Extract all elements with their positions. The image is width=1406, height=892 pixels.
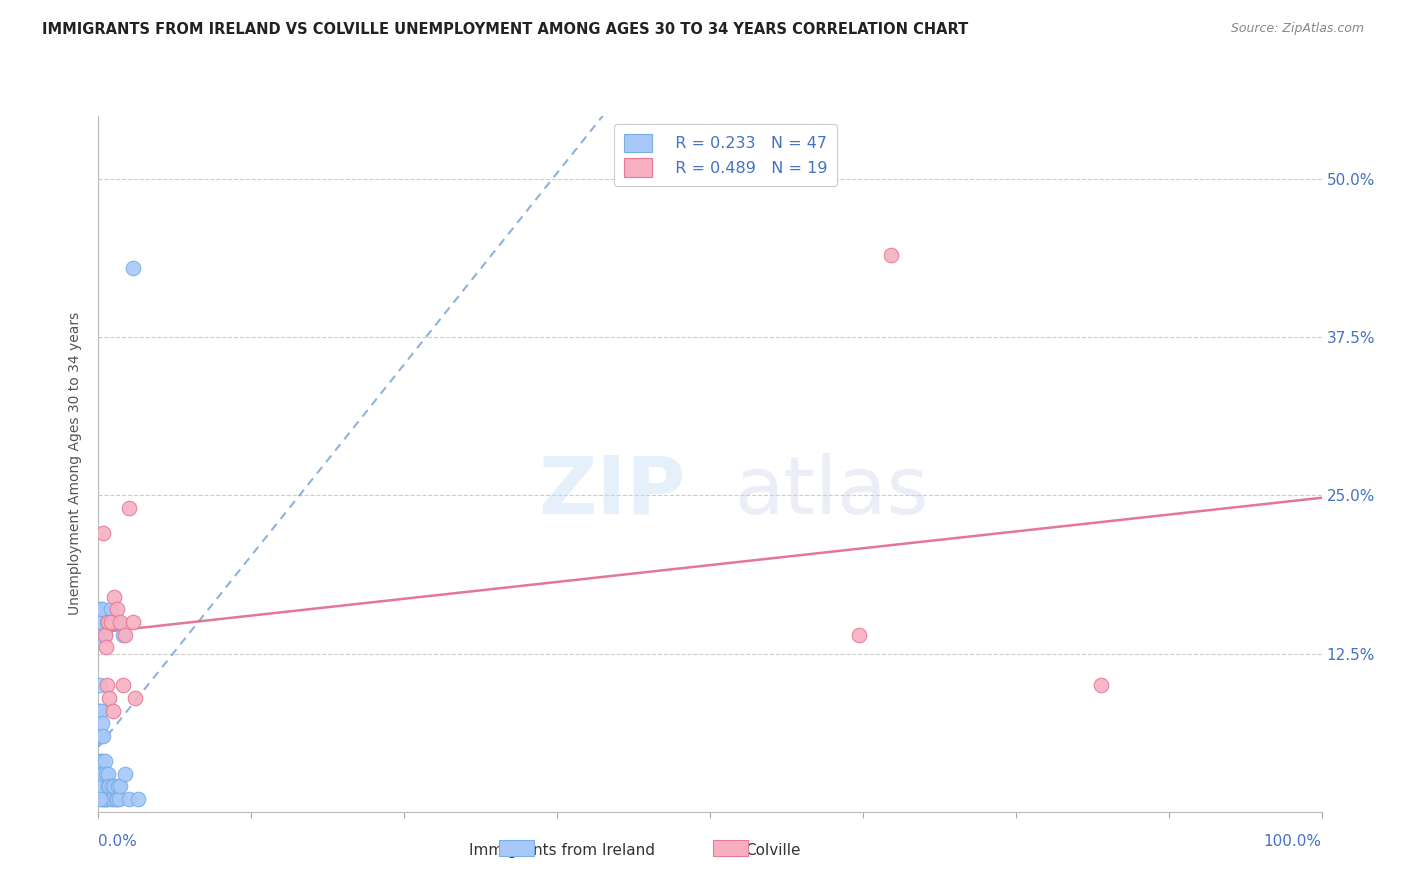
Point (1090, 678, 1112, 692)
Legend:   R = 0.233   N = 47,   R = 0.489   N = 19: R = 0.233 N = 47, R = 0.489 N = 19 (614, 124, 837, 186)
Point (90, 729, 112, 743)
Point (105, 615, 128, 629)
Point (101, 780, 124, 794)
Point (105, 602, 128, 616)
Point (93, 627, 115, 641)
Point (108, 792, 131, 806)
Point (91, 766, 114, 780)
Point (96, 678, 118, 692)
Text: Source: ZipAtlas.com: Source: ZipAtlas.com (1230, 22, 1364, 36)
Text: IMMIGRANTS FROM IRELAND VS COLVILLE UNEMPLOYMENT AMONG AGES 30 TO 34 YEARS CORRE: IMMIGRANTS FROM IRELAND VS COLVILLE UNEM… (42, 22, 969, 37)
Point (121, 260, 143, 275)
Point (91, 780, 114, 794)
Point (89, 602, 111, 616)
Point (114, 766, 136, 780)
Point (100, 792, 122, 806)
Point (110, 615, 132, 629)
Point (114, 627, 136, 641)
Point (118, 792, 141, 806)
Point (97, 780, 120, 794)
Text: Colville: Colville (745, 843, 801, 858)
Point (107, 780, 129, 794)
Point (94, 766, 117, 780)
Point (91, 526, 114, 541)
Point (90, 704, 112, 718)
Point (96, 792, 118, 806)
Point (98, 780, 121, 794)
Point (100, 615, 122, 629)
Point (93, 792, 115, 806)
Point (89, 627, 111, 641)
Point (89, 766, 111, 780)
Point (94, 640, 117, 655)
Text: atlas: atlas (734, 452, 929, 531)
Point (101, 704, 124, 718)
Point (97, 615, 120, 629)
Point (121, 615, 143, 629)
Point (118, 501, 141, 516)
Point (89, 704, 111, 718)
Point (127, 792, 149, 806)
Point (111, 627, 134, 641)
Point (91, 716, 114, 731)
Point (103, 590, 125, 604)
Point (89, 792, 111, 806)
Point (89, 729, 111, 743)
Point (100, 602, 122, 616)
Point (89, 678, 111, 692)
Point (91, 792, 114, 806)
Point (98, 690, 121, 705)
Point (89, 754, 111, 768)
Point (110, 780, 132, 794)
Text: ZIP: ZIP (538, 452, 686, 531)
Point (93, 627, 115, 641)
Point (124, 690, 146, 705)
Text: Immigrants from Ireland: Immigrants from Ireland (470, 843, 655, 858)
Point (91, 792, 114, 806)
Point (880, 248, 903, 262)
Point (97, 766, 120, 780)
Point (91, 754, 114, 768)
Text: 0.0%: 0.0% (98, 834, 138, 849)
Point (848, 627, 870, 641)
Point (90, 615, 112, 629)
Point (104, 792, 127, 806)
Point (103, 780, 125, 794)
Point (101, 792, 124, 806)
Point (105, 792, 128, 806)
Point (91, 729, 114, 743)
Point (96, 615, 118, 629)
Point (91, 602, 114, 616)
Point (90, 780, 112, 794)
Y-axis label: Unemployment Among Ages 30 to 34 years: Unemployment Among Ages 30 to 34 years (69, 312, 83, 615)
Text: 100.0%: 100.0% (1264, 834, 1322, 849)
Point (93, 754, 115, 768)
Point (94, 792, 117, 806)
Point (111, 678, 134, 692)
Point (90, 766, 112, 780)
